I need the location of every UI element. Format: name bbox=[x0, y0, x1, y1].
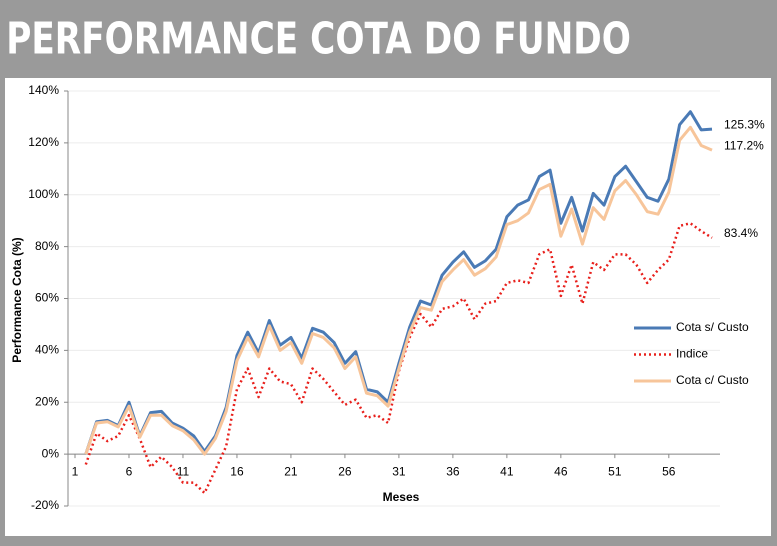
legend-label: Cota s/ Custo bbox=[676, 320, 749, 334]
end-label: 83.4% bbox=[724, 226, 758, 240]
x-tick-label: 41 bbox=[500, 464, 514, 478]
y-tick-label: 60% bbox=[35, 291, 59, 305]
chart-title: PERFORMANCE COTA DO FUNDO bbox=[6, 14, 631, 65]
y-tick-label: -20% bbox=[31, 498, 59, 512]
y-tick-label: 20% bbox=[35, 394, 59, 408]
x-tick-label: 31 bbox=[392, 464, 406, 478]
x-tick-label: 6 bbox=[126, 464, 133, 478]
y-tick-label: 0% bbox=[42, 446, 60, 460]
x-tick-label: 16 bbox=[230, 464, 244, 478]
end-label: 125.3% bbox=[724, 117, 765, 131]
legend-label: Cota c/ Custo bbox=[676, 373, 749, 387]
y-axis-label: Performance Cota (%) bbox=[10, 237, 24, 362]
x-tick-label: 46 bbox=[554, 464, 568, 478]
x-tick-label: 56 bbox=[662, 464, 676, 478]
y-tick-label: 120% bbox=[28, 135, 59, 149]
x-tick-label: 1 bbox=[72, 464, 79, 478]
x-tick-label: 11 bbox=[177, 464, 190, 478]
x-tick-label: 26 bbox=[338, 464, 352, 478]
series-line bbox=[84, 125, 713, 456]
legend-label: Indice bbox=[676, 347, 708, 361]
y-tick-label: 80% bbox=[35, 239, 59, 253]
y-tick-label: 140% bbox=[28, 83, 59, 97]
end-label: 117.2% bbox=[724, 138, 764, 152]
y-tick-label: 40% bbox=[35, 343, 59, 357]
x-tick-label: 21 bbox=[284, 464, 298, 478]
x-tick-label: 51 bbox=[608, 464, 622, 478]
y-tick-label: 100% bbox=[28, 187, 59, 201]
plot-panel bbox=[5, 78, 771, 536]
x-axis-label: Meses bbox=[383, 490, 420, 504]
x-tick-label: 36 bbox=[446, 464, 460, 478]
